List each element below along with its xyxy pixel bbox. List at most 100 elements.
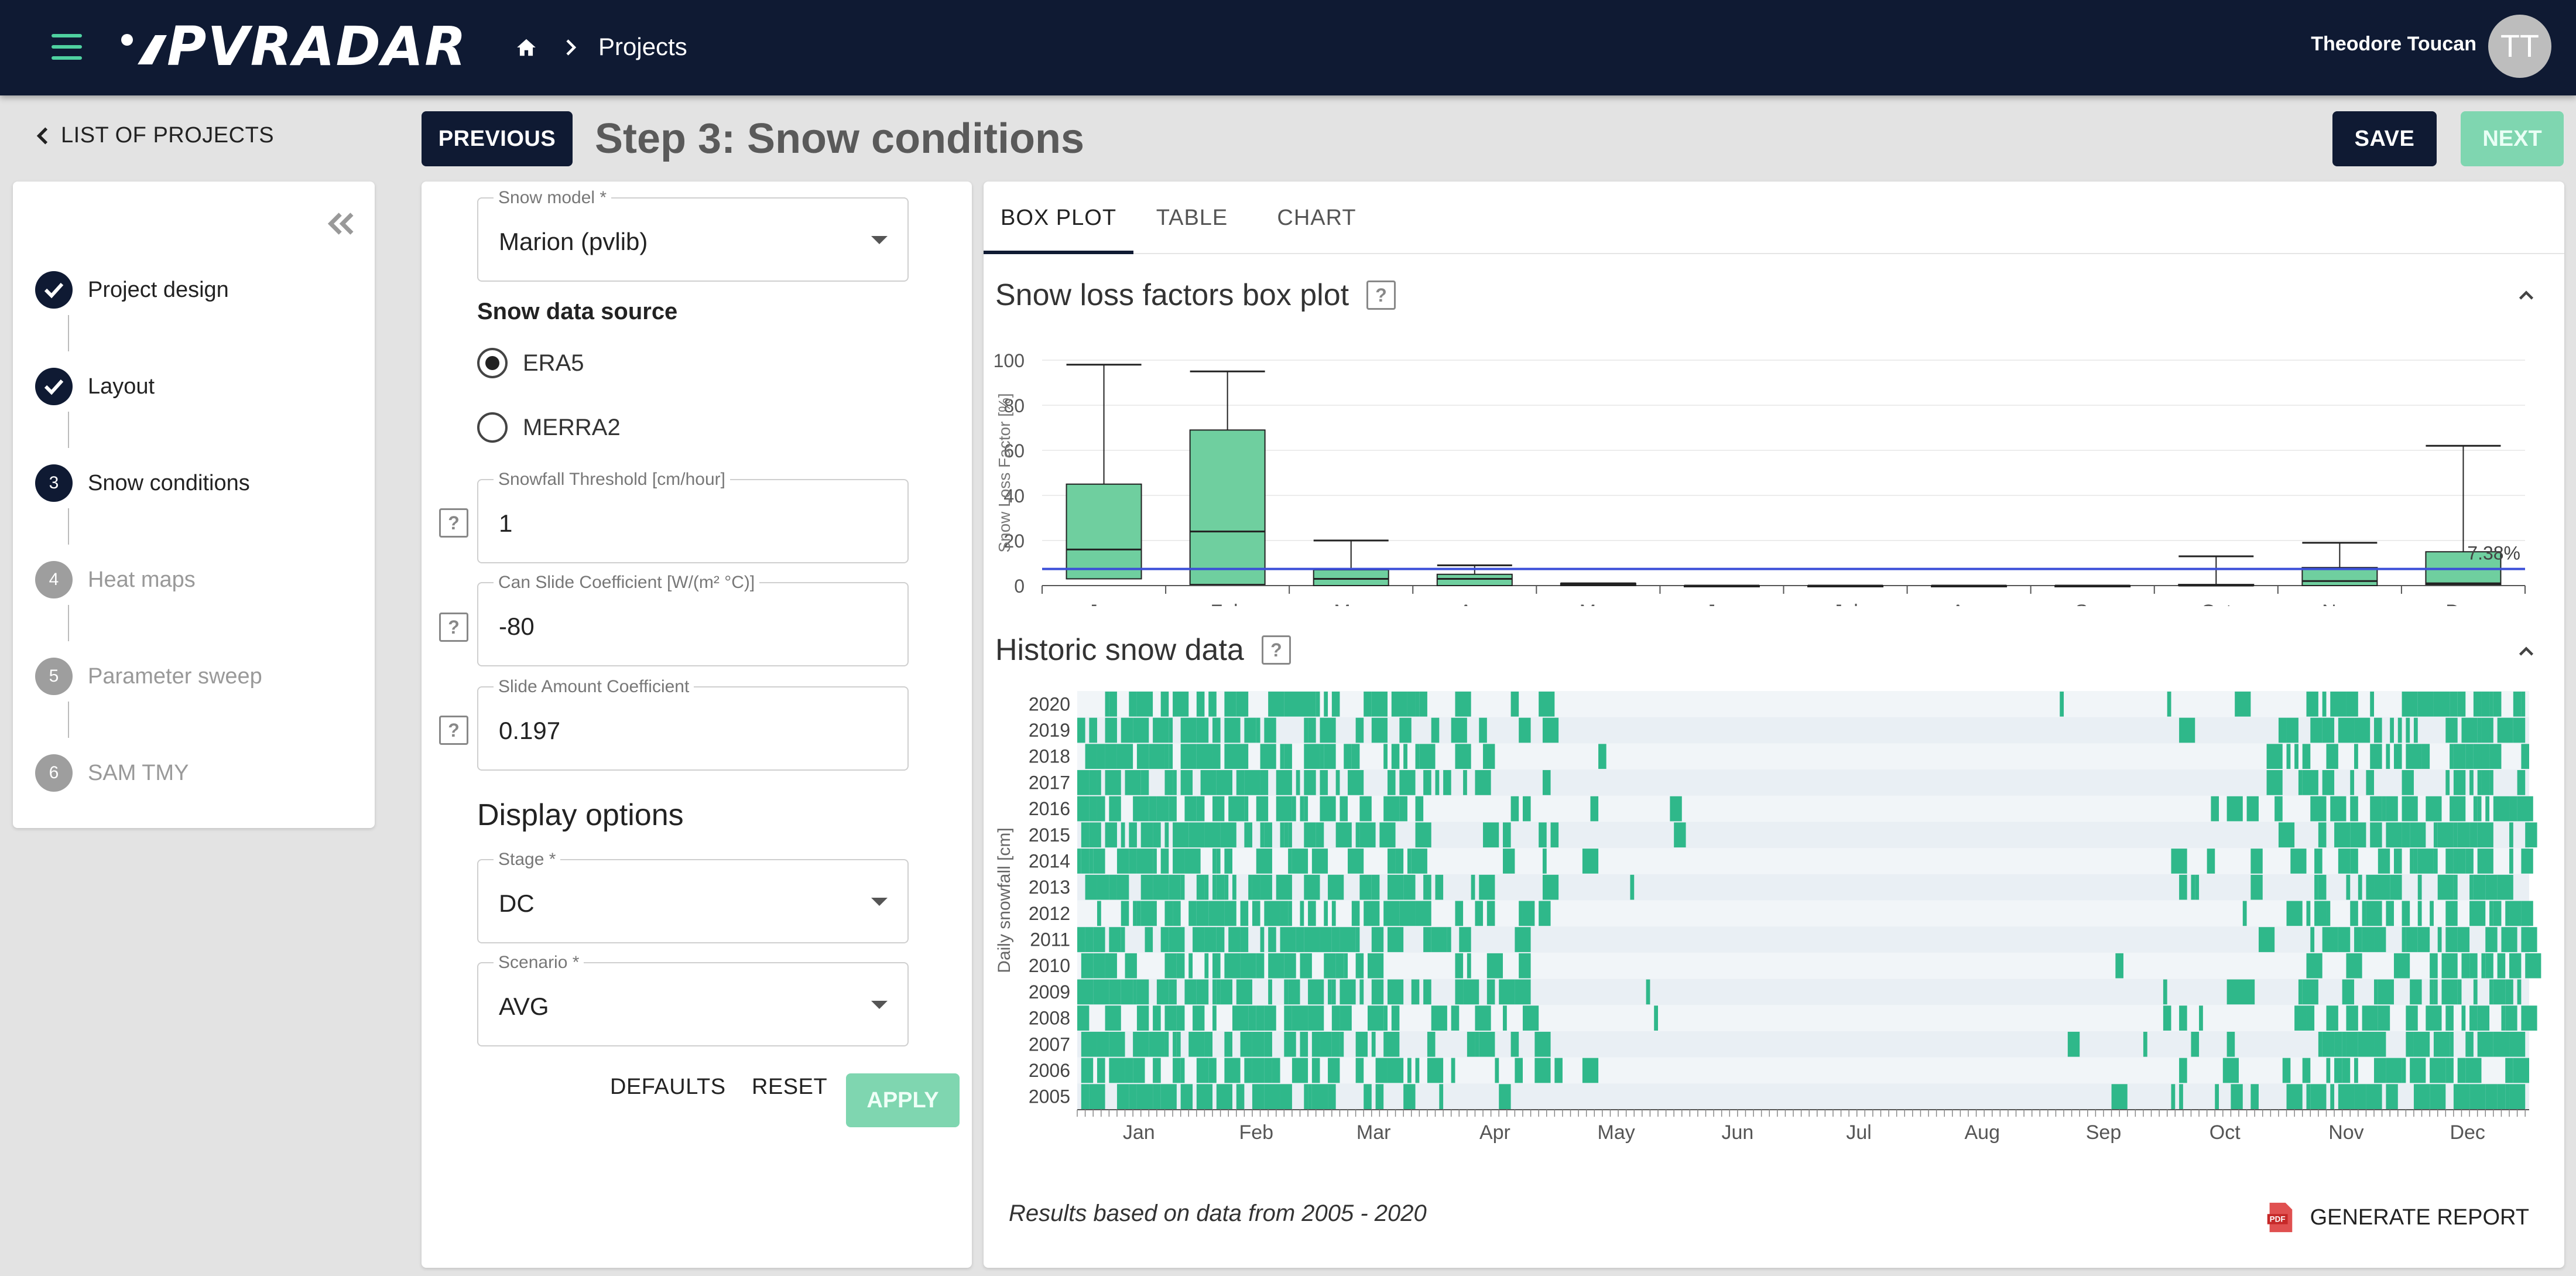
help-icon[interactable]: ? (439, 613, 468, 642)
snow-day-cell (2509, 1031, 2526, 1057)
snow-day-cell (1391, 1005, 1400, 1031)
snow-day-cell (1169, 874, 1181, 900)
radio-era5[interactable]: ERA5 (477, 348, 584, 378)
save-button[interactable]: SAVE (2332, 111, 2437, 166)
snow-day-cell (1173, 822, 1189, 848)
snow-day-cell (1224, 953, 1241, 979)
snow-day-cell (1097, 874, 1109, 900)
snow-day-cell (1224, 1031, 1232, 1057)
x-tick-label: Apr (1479, 1121, 1510, 1144)
help-icon[interactable]: ? (1261, 635, 1291, 665)
snow-day-cell (1216, 1084, 1232, 1109)
radio-merra2[interactable]: MERRA2 (477, 412, 621, 443)
stage-select[interactable]: Stage * DC (477, 850, 909, 943)
snow-day-cell (1260, 822, 1265, 848)
snow-day-cell (1276, 770, 1292, 795)
step-project-design[interactable]: Project design (35, 271, 229, 309)
scenario-select[interactable]: Scenario * AVG (477, 953, 909, 1046)
step-layout[interactable]: Layout (35, 367, 155, 406)
slide-amount-field[interactable]: Slide Amount Coefficient 0.197 (477, 677, 909, 771)
step-snow-conditions[interactable]: 3 Snow conditions (35, 464, 250, 502)
snow-model-label: Snow model * (494, 188, 612, 208)
snow-day-cell (2366, 1084, 2382, 1109)
step-parameter-sweep[interactable]: 5 Parameter sweep (35, 657, 262, 696)
snow-day-cell (1371, 717, 1388, 743)
snow-day-cell (2477, 849, 2493, 874)
snow-day-cell (1328, 979, 1332, 1005)
x-tick-label: Feb (1210, 601, 1245, 606)
snow-day-cell (2358, 1031, 2375, 1057)
step-sam-tmy[interactable]: 6 SAM TMY (35, 754, 189, 792)
snow-day-cell (1256, 1005, 1265, 1031)
defaults-button[interactable]: DEFAULTS (610, 1075, 726, 1099)
snow-day-cell (1331, 1031, 1340, 1057)
reset-button[interactable]: RESET (752, 1075, 828, 1099)
snow-day-cell (2457, 927, 2470, 952)
snow-day-cell (1260, 770, 1269, 795)
snow-day-cell (2298, 979, 2303, 1005)
brand-logo[interactable]: PVRADAR (120, 18, 471, 76)
snowfall-threshold-field[interactable]: Snowfall Threshold [cm/hour] 1 (477, 470, 909, 563)
snow-day-cell (1590, 796, 1599, 822)
snow-day-cell (1296, 927, 1304, 952)
snow-day-cell (1455, 744, 1471, 769)
menu-icon[interactable] (52, 34, 82, 60)
snow-day-cell (1228, 927, 1241, 952)
snow-day-cell (1256, 717, 1260, 743)
snow-day-cell (1232, 874, 1236, 900)
snow-day-cell (1236, 692, 1249, 717)
snow-day-cell (1136, 849, 1153, 874)
x-tick-label: Feb (1239, 1121, 1273, 1144)
snow-day-cell (1475, 1005, 1491, 1031)
back-to-list-link[interactable]: LIST OF PROJECTS (34, 123, 274, 148)
snow-day-cell (1173, 901, 1181, 926)
collapse-icon[interactable] (326, 210, 357, 238)
help-icon[interactable]: ? (439, 716, 468, 745)
snow-day-cell (1252, 874, 1260, 900)
breadcrumb-projects[interactable]: Projects (598, 33, 687, 60)
step-heat-maps[interactable]: 4 Heat maps (35, 560, 196, 599)
tab-table[interactable]: TABLE (1156, 206, 1228, 230)
snow-day-cell (2286, 717, 2298, 743)
user-name[interactable]: Theodore Toucan (2311, 33, 2476, 55)
snow-day-cell (2318, 822, 2327, 848)
snow-day-cell (2473, 796, 2478, 822)
help-icon[interactable]: ? (439, 508, 468, 538)
radio-selected-icon (477, 348, 508, 378)
snow-day-cell (2493, 979, 2506, 1005)
snow-day-cell (1582, 1058, 1599, 1083)
snow-day-cell (1328, 1084, 1336, 1109)
snow-day-cell (1431, 717, 1440, 743)
snow-day-cell (2191, 1031, 2200, 1057)
snow-day-cell (1173, 1058, 1181, 1083)
help-icon[interactable]: ? (1366, 280, 1396, 310)
snow-day-cell (1467, 953, 1471, 979)
snow-data-source-title: Snow data source (477, 299, 678, 324)
previous-button[interactable]: PREVIOUS (422, 111, 573, 166)
can-slide-field[interactable]: Can Slide Coefficient [W/(m² °C)] -80 (477, 573, 909, 666)
snow-day-cell (2450, 744, 2454, 769)
generate-report-button[interactable]: PDF GENERATE REPORT (2265, 1200, 2529, 1234)
tab-box-plot[interactable]: BOX PLOT (984, 182, 1133, 254)
snow-model-select[interactable]: Snow model * Marion (pvlib) (477, 188, 909, 282)
snow-day-cell (2473, 744, 2490, 769)
apply-button[interactable]: APPLY (846, 1073, 960, 1127)
next-button[interactable]: NEXT (2461, 111, 2564, 166)
snow-day-cell (1264, 901, 1280, 926)
snow-day-cell (1598, 744, 1606, 769)
snow-day-cell (1133, 1031, 1149, 1057)
snow-day-cell (2450, 692, 2458, 717)
chevron-up-icon[interactable] (2517, 644, 2535, 658)
snow-day-cell (2326, 744, 2338, 769)
tab-chart[interactable]: CHART (1277, 206, 1356, 230)
snow-day-cell (2326, 1005, 2338, 1031)
snow-day-cell (2453, 849, 2466, 874)
snow-day-cell (1140, 770, 1149, 795)
snow-day-cell (2374, 979, 2378, 1005)
home-icon[interactable] (515, 36, 537, 59)
snow-day-cell (1149, 796, 1157, 822)
snow-day-cell (2521, 927, 2537, 952)
avatar[interactable]: TT (2488, 15, 2551, 78)
heatmap-row-band (1077, 822, 2529, 849)
chevron-up-icon[interactable] (2517, 288, 2535, 302)
